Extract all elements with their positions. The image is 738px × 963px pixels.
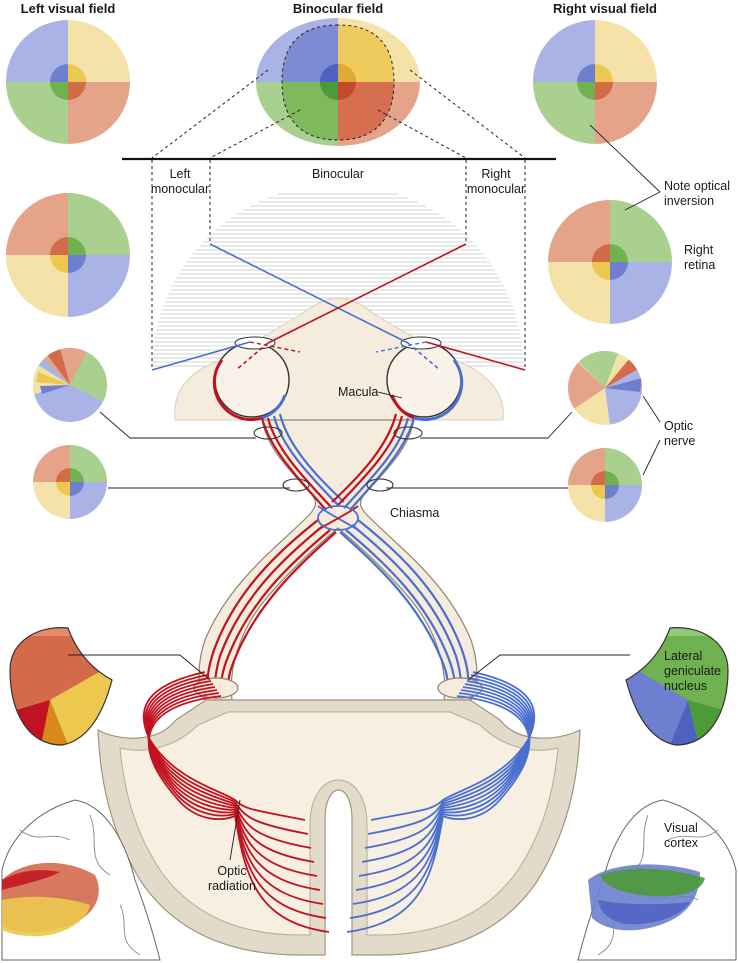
right-lgn-leader xyxy=(467,654,630,681)
lgn-label-1: Lateral xyxy=(664,649,702,663)
inversion-leader-2 xyxy=(624,191,661,211)
left-lgn-leader xyxy=(68,654,211,681)
left-optic-radiation xyxy=(142,671,330,933)
right-visual-field-circle xyxy=(533,20,657,144)
note-optical-label-2: inversion xyxy=(664,194,714,208)
right-eye xyxy=(386,336,464,422)
lgn-bulbs xyxy=(193,677,483,699)
left-monocular-label-1: Left xyxy=(170,167,191,181)
macula-label: Macula xyxy=(338,385,378,399)
optic-tract-tissue xyxy=(198,419,478,701)
binocular-overlap-outline xyxy=(281,24,395,141)
nerve-cuffs xyxy=(253,426,423,492)
projection-lines xyxy=(151,69,526,159)
optic-nerve-label-1: Optic xyxy=(664,419,693,433)
optic-radiation-leader xyxy=(229,799,241,861)
note-optical-label-1: Note optical xyxy=(664,179,730,193)
left-optic-nerve-section-upper xyxy=(33,348,107,422)
right-monocular-label-2: monocular xyxy=(467,182,525,196)
lgn-label-3: nucleus xyxy=(664,679,707,693)
nerve-section-leaders xyxy=(99,395,661,489)
left-occipital-lobe xyxy=(1,799,161,961)
binocular-field-ellipse xyxy=(256,18,420,146)
right-optic-radiation xyxy=(346,671,536,933)
left-optic-nerve-section-lower xyxy=(33,445,107,519)
left-monocular-label-2: monocular xyxy=(151,182,209,196)
left-visual-field-heading: Left visual field xyxy=(21,1,116,16)
optic-nerve-label-2: nerve xyxy=(664,434,695,448)
brain-inner-white-matter xyxy=(119,711,559,936)
right-retina-label-2: retina xyxy=(684,258,715,272)
optic-nerve-fibres xyxy=(260,413,416,511)
binocular-label: Binocular xyxy=(312,167,364,181)
chiasma-label: Chiasma xyxy=(390,506,439,520)
right-optic-nerve-section-upper xyxy=(568,351,642,425)
right-monocular-label-1: Right xyxy=(481,167,511,181)
visual-cortex-label-1: Visual xyxy=(664,821,698,835)
optic-radiation-label-2: radiation xyxy=(208,879,256,893)
left-lgn-section xyxy=(9,627,113,746)
right-occipital-lobe xyxy=(577,799,737,961)
right-retina-label-1: Right xyxy=(684,243,714,257)
binocular-field-heading: Binocular field xyxy=(293,1,383,16)
optic-tract-fibres xyxy=(206,519,470,691)
lgn-label-2: geniculate xyxy=(664,664,721,678)
left-retina-circle xyxy=(6,193,130,317)
left-visual-field-circle xyxy=(6,20,130,144)
optic-radiation-label-1: Optic xyxy=(217,864,246,878)
inversion-leader-1 xyxy=(589,124,661,193)
right-optic-nerve-section-lower xyxy=(568,448,642,522)
chiasma-crossing xyxy=(317,505,359,531)
left-eye xyxy=(212,336,290,422)
right-retina-circle xyxy=(548,200,672,324)
macula-leader xyxy=(377,391,403,399)
right-visual-field-heading: Right visual field xyxy=(553,1,657,16)
visual-cortex-label-2: cortex xyxy=(664,836,699,850)
light-rays xyxy=(151,243,526,371)
monocular-boundary-lines xyxy=(151,160,526,370)
